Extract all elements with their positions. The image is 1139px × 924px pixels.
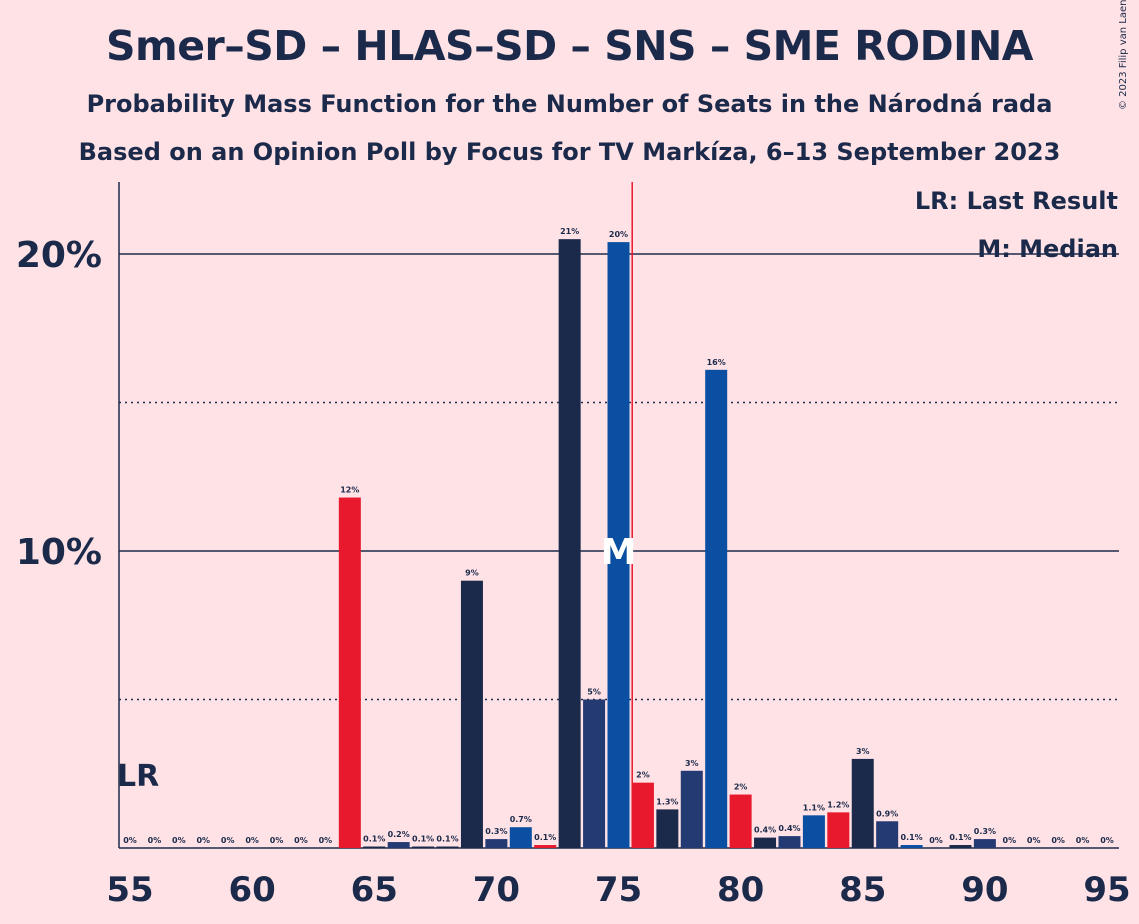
bar-seat-73 bbox=[558, 239, 581, 848]
bar-label-seat-63: 0% bbox=[319, 836, 333, 845]
y-tick-20: 20% bbox=[16, 235, 102, 276]
bar-seat-82 bbox=[778, 836, 801, 848]
bar-seat-65 bbox=[363, 846, 386, 848]
bar-seat-79 bbox=[705, 369, 728, 848]
chart-subtitle: Probability Mass Function for the Number… bbox=[86, 90, 1053, 118]
x-tick-95: 95 bbox=[1083, 870, 1130, 910]
bar-label-seat-59: 0% bbox=[221, 836, 235, 845]
bar-label-seat-71: 0.7% bbox=[510, 815, 532, 824]
x-tick-55: 55 bbox=[106, 870, 153, 910]
bar-label-seat-67: 0.1% bbox=[412, 835, 434, 844]
x-tick-80: 80 bbox=[717, 870, 764, 910]
legend-median: M: Median bbox=[977, 235, 1118, 263]
bar-seat-76 bbox=[631, 782, 654, 848]
bar-label-seat-93: 0% bbox=[1051, 836, 1065, 845]
x-tick-90: 90 bbox=[961, 870, 1008, 910]
bar-label-seat-68: 0.1% bbox=[436, 835, 458, 844]
bar-seat-66 bbox=[387, 842, 410, 848]
bar-label-seat-56: 0% bbox=[148, 836, 162, 845]
bar-seat-87 bbox=[900, 845, 923, 848]
bar-label-seat-79: 16% bbox=[707, 358, 726, 367]
bar-seat-86 bbox=[876, 821, 899, 848]
bar-seat-80 bbox=[729, 794, 752, 848]
bar-seat-90 bbox=[973, 839, 996, 848]
legend-last-result: LR: Last Result bbox=[915, 187, 1118, 215]
bar-seat-68 bbox=[436, 846, 459, 848]
bar-seat-81 bbox=[754, 837, 777, 848]
bar-seat-83 bbox=[802, 815, 825, 848]
x-tick-70: 70 bbox=[473, 870, 520, 910]
bar-label-seat-69: 9% bbox=[465, 569, 479, 578]
bar-seat-72 bbox=[534, 845, 557, 848]
bar-label-seat-92: 0% bbox=[1027, 836, 1041, 845]
x-tick-labels: 55 60 65 70 75 80 85 90 95 bbox=[106, 870, 1130, 910]
bar-seat-78 bbox=[680, 770, 703, 848]
bar-label-seat-85: 3% bbox=[856, 747, 870, 756]
bar-label-seat-66: 0.2% bbox=[388, 830, 410, 839]
bar-seat-89 bbox=[949, 845, 972, 848]
chart-title: Smer–SD – HLAS–SD – SNS – SME RODINA bbox=[106, 22, 1033, 70]
bar-label-seat-61: 0% bbox=[270, 836, 284, 845]
bar-seat-70 bbox=[485, 839, 508, 848]
bar-seat-77 bbox=[656, 809, 679, 848]
bar-seat-64 bbox=[338, 497, 361, 848]
bar-label-seat-91: 0% bbox=[1003, 836, 1017, 845]
markers: M LR bbox=[117, 182, 636, 848]
y-tick-labels: 10% 20% bbox=[16, 235, 102, 573]
bar-label-seat-77: 1.3% bbox=[656, 797, 678, 806]
bar-label-seat-94: 0% bbox=[1076, 836, 1090, 845]
bar-label-seat-75: 20% bbox=[609, 230, 628, 239]
bar-seat-84 bbox=[827, 812, 850, 848]
bar-label-seat-62: 0% bbox=[294, 836, 308, 845]
bar-label-seat-58: 0% bbox=[196, 836, 210, 845]
bar-seat-74 bbox=[583, 699, 606, 848]
bar-label-seat-64: 12% bbox=[340, 486, 359, 495]
bar-label-seat-87: 0.1% bbox=[901, 833, 923, 842]
bar-label-seat-84: 1.2% bbox=[827, 800, 849, 809]
chart-source-line: Based on an Opinion Poll by Focus for TV… bbox=[78, 138, 1061, 166]
last-result-marker: LR bbox=[117, 759, 159, 794]
bar-label-seat-72: 0.1% bbox=[534, 833, 556, 842]
bar-labels: 0% 0% 0% 0% 0% 0% 0% 0% 0%12%0.1% 0.2% 0.1% 0.1%9%0… bbox=[123, 227, 1114, 845]
bar-label-seat-89: 0.1% bbox=[949, 833, 971, 842]
bar-label-seat-95: 0% bbox=[1100, 836, 1114, 845]
bar-seat-85 bbox=[851, 758, 874, 848]
bar-label-seat-81: 0.4% bbox=[754, 826, 776, 835]
x-tick-60: 60 bbox=[228, 870, 275, 910]
y-tick-10: 10% bbox=[16, 532, 102, 573]
x-tick-75: 75 bbox=[595, 870, 642, 910]
bar-label-seat-73: 21% bbox=[560, 227, 579, 236]
bar-label-seat-76: 2% bbox=[636, 771, 650, 780]
bar-seat-75 bbox=[607, 242, 630, 848]
bar-label-seat-90: 0.3% bbox=[974, 827, 996, 836]
bar-label-seat-65: 0.1% bbox=[363, 835, 385, 844]
bar-label-seat-78: 3% bbox=[685, 759, 699, 768]
bar-seat-71 bbox=[509, 827, 532, 848]
median-marker: M bbox=[601, 532, 637, 573]
bar-label-seat-70: 0.3% bbox=[485, 827, 507, 836]
bar-label-seat-80: 2% bbox=[734, 783, 748, 792]
bar-label-seat-83: 1.1% bbox=[803, 803, 825, 812]
bars bbox=[338, 239, 996, 848]
bar-seat-67 bbox=[412, 846, 435, 848]
bar-label-seat-55: 0% bbox=[123, 836, 137, 845]
bar-label-seat-74: 5% bbox=[587, 688, 601, 697]
bar-label-seat-82: 0.4% bbox=[778, 824, 800, 833]
bar-label-seat-60: 0% bbox=[245, 836, 259, 845]
bar-seat-69 bbox=[460, 580, 483, 848]
bar-label-seat-57: 0% bbox=[172, 836, 186, 845]
x-tick-65: 65 bbox=[351, 870, 398, 910]
bar-label-seat-86: 0.9% bbox=[876, 809, 898, 818]
x-tick-85: 85 bbox=[839, 870, 886, 910]
bar-label-seat-88: 0% bbox=[929, 836, 943, 845]
